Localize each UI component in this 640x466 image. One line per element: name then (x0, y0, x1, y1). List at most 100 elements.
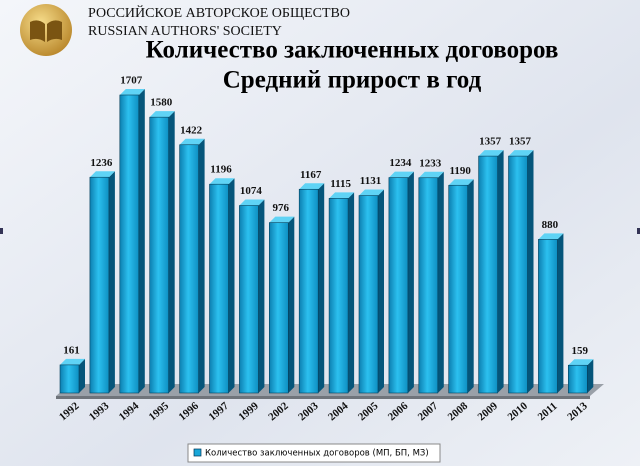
data-label: 1131 (360, 175, 381, 187)
bar-front (448, 184, 469, 394)
bar-top (388, 171, 414, 178)
legend: Количество заключенных договоров (МП, БП… (187, 443, 441, 463)
bar-top (209, 178, 235, 185)
legend-label: Количество заключенных договоров (МП, БП… (205, 449, 429, 459)
data-label: 159 (572, 345, 589, 357)
chart-title: Количество заключенных договоров (146, 37, 559, 64)
data-label: 1074 (240, 185, 263, 197)
bar-side (407, 171, 414, 393)
org-name-ru: РОССИЙСКОЕ АВТОРСКОЕ ОБЩЕСТВО (88, 4, 350, 21)
bar-top (239, 199, 265, 206)
bar-top (568, 359, 594, 366)
data-label: 976 (273, 202, 290, 214)
bar (149, 111, 175, 394)
bar-top (538, 233, 564, 240)
bar (89, 171, 115, 394)
bar-front (418, 177, 439, 394)
bar-side (587, 359, 594, 393)
bar-front (328, 198, 349, 394)
bar-front (89, 176, 110, 394)
data-label: 1167 (300, 169, 322, 181)
chart-title: Средний прирост в год (223, 67, 482, 94)
bar-front (508, 155, 528, 394)
bar (448, 179, 474, 394)
data-label: 1234 (389, 157, 412, 169)
bar-front (59, 364, 80, 394)
bar (478, 150, 504, 394)
bar (119, 89, 145, 394)
bar-side (437, 171, 444, 393)
bar-front (149, 116, 169, 394)
data-label: 1236 (90, 157, 113, 169)
bar-side (467, 179, 474, 393)
bar-top (478, 150, 504, 157)
bar (179, 138, 205, 394)
bar-front (179, 144, 199, 394)
bar-side (348, 192, 355, 393)
bar-front (388, 177, 409, 394)
bar (328, 192, 355, 394)
bar-front (567, 364, 588, 394)
bar-side (288, 216, 295, 393)
bar (239, 199, 265, 394)
bar-top (149, 111, 175, 118)
bar-side (497, 150, 504, 393)
bar-front (478, 155, 498, 394)
bar-front (209, 183, 229, 394)
bar (388, 171, 414, 394)
bar-top (89, 171, 115, 178)
bar-front (538, 239, 558, 394)
bar (209, 178, 235, 394)
bar-top (60, 358, 85, 365)
bar (418, 171, 444, 394)
bar-front (298, 188, 319, 394)
bar-side (258, 199, 265, 393)
data-label: 1233 (419, 157, 442, 169)
edge-marker (637, 228, 640, 234)
data-label: 1196 (210, 164, 232, 176)
bar-top (119, 89, 145, 95)
floor-edge (56, 396, 590, 399)
bar-side (228, 178, 235, 393)
data-label: 1190 (449, 165, 471, 177)
bar-front (239, 205, 259, 394)
bar-front (358, 195, 379, 394)
legend-swatch (193, 448, 202, 457)
bar (508, 150, 534, 394)
bar-side (168, 111, 175, 394)
data-label: 1422 (180, 124, 203, 136)
bar-side (378, 189, 384, 393)
logo (20, 4, 72, 56)
data-label: 1707 (120, 75, 143, 87)
bar (358, 189, 384, 394)
bar-top (329, 192, 355, 199)
bar-top (179, 138, 205, 145)
bar-side (108, 171, 115, 393)
bar-side (527, 150, 534, 393)
bar (298, 183, 325, 394)
bar-side (557, 233, 564, 393)
bar-top (418, 171, 444, 178)
bar-side (79, 358, 85, 393)
data-label: 1357 (509, 136, 532, 148)
bar (538, 233, 564, 394)
bar-top (269, 216, 295, 223)
bar-side (138, 89, 145, 393)
edge-marker (0, 228, 3, 234)
bar-top (359, 189, 384, 196)
bar-side (198, 138, 205, 393)
bar-top (508, 150, 534, 157)
bar-top (299, 183, 325, 190)
bar-front (268, 222, 289, 394)
data-label: 161 (63, 344, 80, 356)
bar-side (318, 183, 325, 393)
bar (268, 216, 295, 394)
data-label: 1357 (479, 136, 502, 148)
data-label: 1580 (150, 97, 173, 109)
org-name-en: RUSSIAN AUTHORS' SOCIETY (88, 24, 282, 39)
data-label: 880 (542, 219, 559, 231)
data-label: 1115 (330, 178, 351, 190)
bar (59, 358, 85, 394)
legend-box (187, 443, 441, 463)
